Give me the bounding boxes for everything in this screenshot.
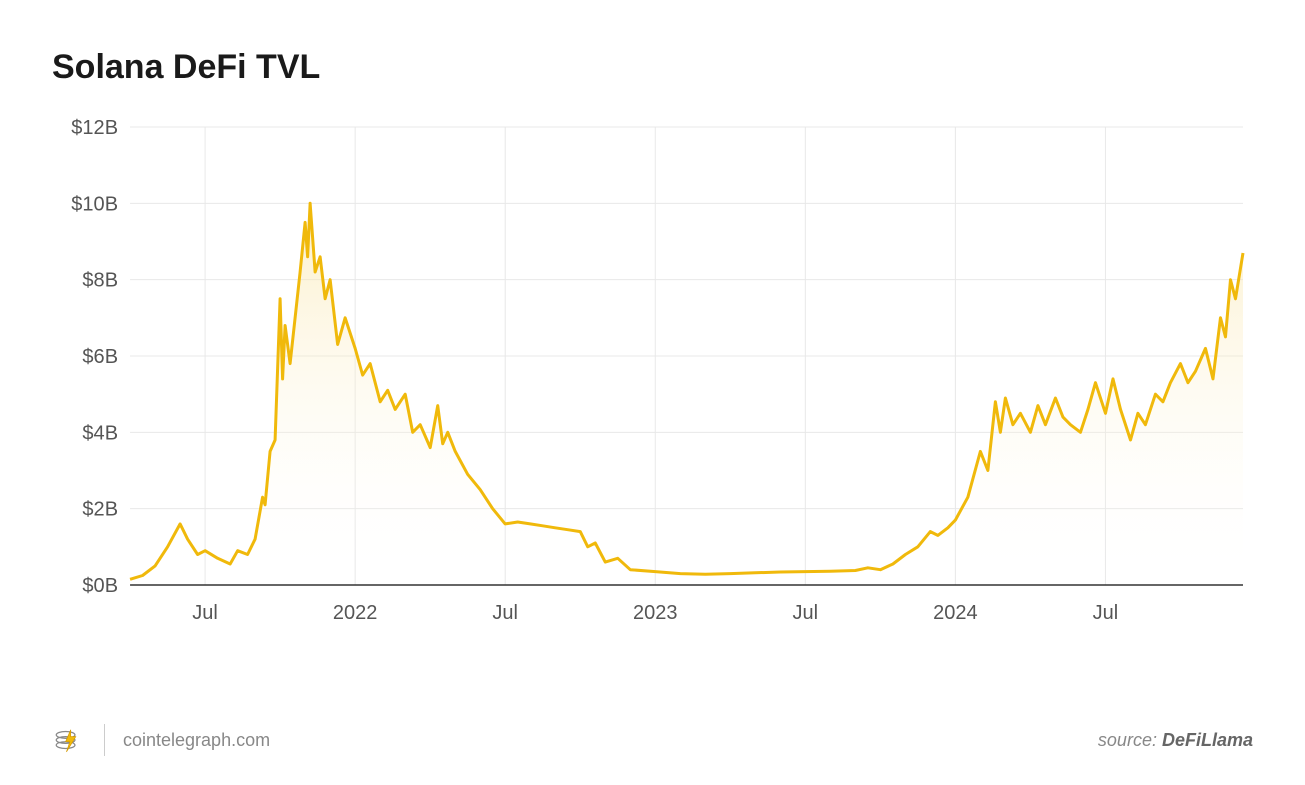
svg-text:$10B: $10B (71, 193, 118, 215)
source-name: DeFiLlama (1162, 730, 1253, 750)
chart-title: Solana DeFi TVL (52, 48, 1253, 87)
footer-site: cointelegraph.com (123, 730, 270, 751)
chart-svg: $0B $2B $4B $6B $8B $10B $12B Jul 2022 Jul 2023 Jul… (52, 115, 1253, 635)
source-block: source: DeFiLlama (1098, 730, 1253, 751)
svg-text:$8B: $8B (82, 270, 118, 292)
svg-text:Jul: Jul (1093, 602, 1119, 624)
svg-text:$12B: $12B (71, 117, 118, 139)
svg-text:$6B: $6B (82, 346, 118, 368)
svg-text:$2B: $2B (82, 499, 118, 521)
svg-text:2023: 2023 (633, 602, 678, 624)
svg-text:Jul: Jul (492, 602, 518, 624)
svg-text:Jul: Jul (793, 602, 819, 624)
footer: cointelegraph.com source: DeFiLlama (52, 723, 1253, 757)
divider (104, 724, 105, 756)
footer-left: cointelegraph.com (52, 723, 270, 757)
svg-text:$4B: $4B (82, 422, 118, 444)
cointelegraph-logo-icon (52, 723, 86, 757)
svg-text:$0B: $0B (82, 575, 118, 597)
source-prefix: source: (1098, 730, 1157, 750)
svg-text:Jul: Jul (192, 602, 218, 624)
chart-area: $0B $2B $4B $6B $8B $10B $12B Jul 2022 Jul 2023 Jul… (52, 115, 1253, 635)
svg-text:2024: 2024 (933, 602, 978, 624)
svg-text:2022: 2022 (333, 602, 378, 624)
